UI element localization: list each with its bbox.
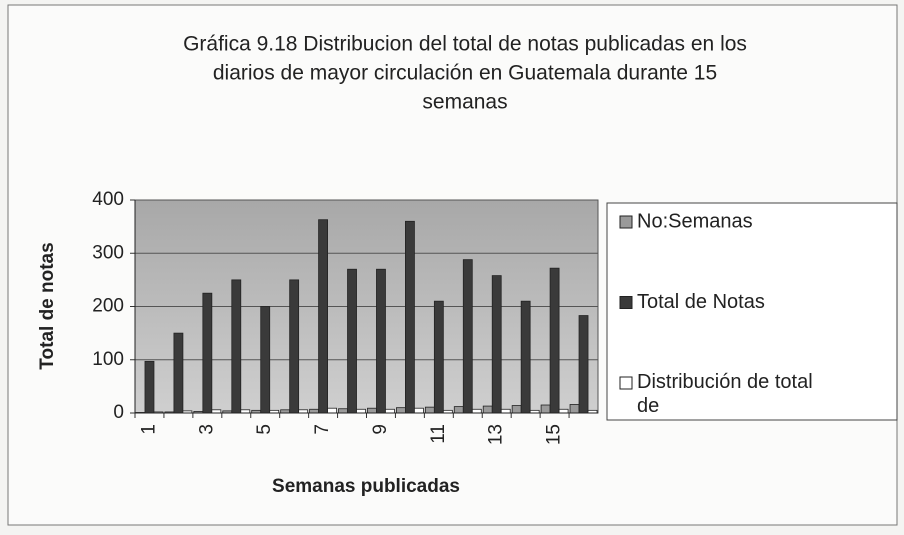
chart-title: Gráfica 9.18 Distribucion del total de n… xyxy=(183,33,747,56)
x-tick-label: 5 xyxy=(254,424,275,435)
bar xyxy=(453,406,464,414)
y-tick-label: 300 xyxy=(92,242,124,263)
bar xyxy=(558,408,569,414)
x-tick-label: 9 xyxy=(370,424,391,435)
bar xyxy=(405,220,415,414)
chart-title: semanas xyxy=(422,91,507,114)
bar xyxy=(318,219,328,414)
legend-label: Total de Notas xyxy=(637,291,765,313)
y-tick-label: 400 xyxy=(92,189,124,210)
bar xyxy=(462,259,473,414)
bar xyxy=(433,300,444,414)
x-tick-label: 11 xyxy=(428,424,449,444)
legend-label: Distribución de total de xyxy=(637,371,813,417)
legend-box xyxy=(606,202,898,421)
bar xyxy=(309,408,319,414)
x-tick-label: 15 xyxy=(544,424,565,445)
legend-swatch xyxy=(619,376,633,390)
y-axis-label: Total de notas xyxy=(37,242,58,369)
bar xyxy=(482,405,493,414)
bar xyxy=(491,275,502,414)
bar xyxy=(414,407,424,414)
legend: No:Semanas Total de Notas Distribución de … xyxy=(619,210,813,417)
x-tick-label: 13 xyxy=(486,424,507,445)
bar xyxy=(424,406,435,414)
bar xyxy=(144,360,155,414)
bar xyxy=(471,408,482,414)
bar xyxy=(231,279,242,414)
bar xyxy=(540,404,551,414)
legend-label: No:Semanas xyxy=(637,210,753,232)
bar xyxy=(367,407,377,414)
bar xyxy=(578,315,589,414)
bar xyxy=(202,292,213,414)
chart-title: diarios de mayor circulación en Guatemal… xyxy=(213,62,717,85)
bar xyxy=(396,407,406,414)
bar xyxy=(569,404,580,414)
x-tick-label: 1 xyxy=(138,424,159,435)
bar xyxy=(549,267,560,414)
x-axis-label: Semanas publicadas xyxy=(272,476,460,497)
legend-swatch xyxy=(619,215,633,229)
y-tick-label: 0 xyxy=(113,402,124,423)
y-tick-label: 100 xyxy=(92,349,124,370)
y-tick-label: 200 xyxy=(92,296,124,317)
bar xyxy=(356,408,366,414)
bar xyxy=(385,408,395,414)
bar xyxy=(289,279,300,414)
bar xyxy=(347,268,357,414)
legend-swatch xyxy=(619,296,633,309)
legend-label-line: Distribución de total xyxy=(637,371,813,393)
x-tick-label: 7 xyxy=(312,424,333,435)
bar xyxy=(500,408,511,414)
bar xyxy=(173,332,184,414)
bar xyxy=(260,306,271,414)
bar xyxy=(327,407,337,414)
bar xyxy=(376,268,386,414)
bar xyxy=(338,408,348,414)
x-tick-label: 3 xyxy=(196,424,217,435)
bar xyxy=(511,405,522,414)
legend-label-line: de xyxy=(637,395,659,417)
bar xyxy=(520,300,531,414)
